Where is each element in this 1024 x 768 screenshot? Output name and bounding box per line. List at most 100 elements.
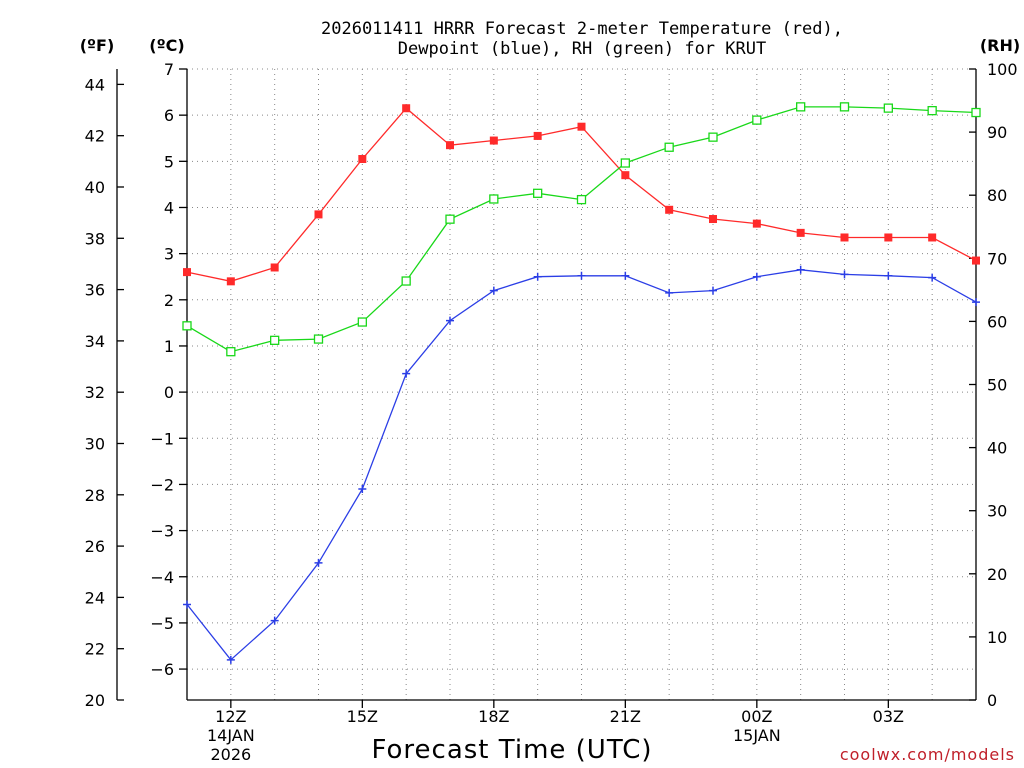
x-tick-label: 00Z (741, 707, 772, 726)
chart-title-line2: Dewpoint (blue), RH (green) for KRUT (398, 39, 766, 59)
rh-axis-label: (RH) (980, 36, 1020, 55)
fahrenheit-tick-label: 36 (85, 281, 105, 300)
grid (187, 68, 976, 700)
rh-point (796, 102, 806, 112)
celsius-axis-label: (ºC) (149, 36, 184, 55)
dewpoint-point (665, 288, 674, 297)
celsius-tick-label: −2 (150, 475, 174, 494)
rh-point (489, 194, 499, 204)
celsius-tick-label: 4 (164, 198, 174, 217)
rh-tick-label: 50 (987, 376, 1007, 395)
rh-point (576, 194, 587, 205)
x-axis-title: Forecast Time (UTC) (371, 735, 652, 765)
rh-tick-label: 70 (987, 249, 1007, 268)
rh-tick-label: 60 (987, 312, 1007, 331)
2-meter-temperature-point (577, 122, 586, 131)
rh-point (839, 102, 850, 112)
celsius-tick-label: −5 (150, 614, 174, 633)
fahrenheit-tick-label: 40 (85, 178, 105, 197)
celsius-tick-label: −3 (150, 522, 174, 541)
dewpoint-point (577, 271, 586, 280)
x-tick-label: 15Z (347, 707, 378, 726)
x-tick-year: 2026 (210, 745, 251, 764)
fahrenheit-tick-label: 34 (85, 332, 105, 351)
celsius-tick-label: 0 (164, 383, 174, 402)
dewpoint-point (446, 316, 454, 325)
series (182, 102, 981, 664)
fahrenheit-tick-label: 28 (85, 486, 105, 505)
rh-point (620, 158, 630, 168)
celsius-tick-label: 2 (164, 291, 174, 310)
2-meter-temperature-point (665, 205, 674, 214)
celsius-tick-label: −1 (150, 429, 174, 448)
x-tick-label: 18Z (478, 707, 509, 726)
rh-point (883, 103, 893, 113)
rh-tick-label: 100 (987, 60, 1018, 79)
celsius-tick-label: 3 (164, 245, 174, 264)
x-tick-label: 03Z (873, 707, 904, 726)
rh-tick-label: 80 (987, 186, 1007, 205)
rh-point (971, 107, 981, 118)
dewpoint-point (621, 271, 630, 280)
dewpoint-point (884, 271, 893, 280)
fahrenheit-tick-label: 24 (85, 588, 105, 607)
2-meter-temperature-point (840, 233, 849, 242)
dewpoint-point (270, 616, 279, 625)
celsius-tick-label: 5 (164, 152, 174, 171)
2-meter-temperature-point (621, 171, 630, 180)
rh-tick-label: 20 (987, 565, 1007, 584)
2-meter-temperature-point (314, 210, 323, 219)
2-meter-temperature-point (446, 141, 454, 150)
fahrenheit-tick-label: 38 (85, 229, 105, 248)
rh-tick-label: 90 (987, 123, 1007, 142)
2-meter-temperature-point (270, 263, 279, 272)
fahrenheit-tick-label: 42 (85, 127, 105, 146)
axes: 4442403836343230282624222076543210−1−2−3… (85, 60, 1018, 764)
fahrenheit-tick-label: 44 (85, 75, 105, 94)
rh-point (445, 214, 455, 224)
celsius-tick-label: 7 (164, 60, 174, 79)
dewpoint-point (402, 369, 411, 378)
rh-tick-label: 30 (987, 502, 1007, 521)
2-meter-temperature-point (533, 131, 542, 140)
2-meter-temperature-point (489, 136, 498, 145)
rh-point (927, 105, 937, 116)
rh-point (752, 115, 762, 125)
dewpoint-point (972, 298, 980, 307)
rh-point (270, 335, 280, 345)
dewpoint-point (183, 600, 191, 609)
rh-tick-label: 40 (987, 439, 1007, 458)
fahrenheit-tick-label: 26 (85, 537, 105, 556)
celsius-tick-label: −6 (150, 660, 174, 679)
celsius-tick-label: −4 (150, 568, 174, 587)
rh-point (226, 347, 236, 357)
2-meter-temperature-point (796, 228, 805, 237)
dewpoint-point (489, 286, 498, 295)
celsius-tick-label: 6 (164, 106, 174, 125)
2-meter-temperature-point (972, 256, 980, 265)
fahrenheit-axis-label: (ºF) (80, 36, 115, 55)
fahrenheit-tick-label: 32 (85, 383, 105, 402)
chart-title-line1: 2026011411 HRRR Forecast 2-meter Tempera… (321, 19, 843, 39)
fahrenheit-tick-label: 30 (85, 434, 105, 453)
x-tick-label: 21Z (610, 707, 641, 726)
x-tick-label: 12Z (215, 707, 246, 726)
dewpoint-point (314, 558, 323, 567)
2-meter-temperature-point (226, 277, 235, 286)
rh-point (708, 132, 718, 142)
rh-point (533, 188, 543, 198)
celsius-tick-label: 1 (164, 337, 174, 356)
2-meter-temperature-point (358, 155, 367, 164)
dewpoint-point (752, 272, 761, 281)
dewpoint-point (928, 273, 937, 282)
2-meter-temperature-point (709, 215, 717, 224)
dewpoint-point (226, 655, 235, 664)
x-tick-date: 14JAN (207, 726, 255, 745)
2-meter-temperature-point (928, 233, 937, 242)
dewpoint-point (358, 485, 367, 494)
x-tick-date: 15JAN (733, 726, 781, 745)
fahrenheit-tick-label: 22 (85, 640, 105, 659)
rh-point (357, 317, 367, 327)
2-meter-temperature-point (752, 219, 761, 228)
